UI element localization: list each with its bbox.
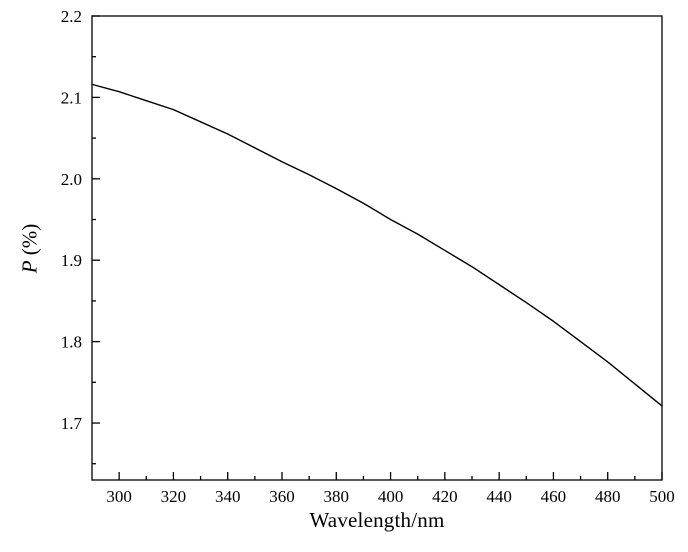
x-axis-label: Wavelength/nm xyxy=(309,508,445,532)
y-axis-label-symbol: P xyxy=(17,260,42,274)
y-tick-label: 2.0 xyxy=(61,170,82,189)
x-tick-label: 320 xyxy=(161,487,187,506)
x-tick-label: 360 xyxy=(269,487,295,506)
y-tick-label: 1.7 xyxy=(61,414,83,433)
x-tick-label: 460 xyxy=(541,487,567,506)
y-axis-label-unit: (%) xyxy=(17,223,42,261)
axis-frame xyxy=(91,15,663,481)
x-tick-label: 300 xyxy=(106,487,132,506)
x-tick-label: 480 xyxy=(595,487,621,506)
y-tick-label: 2.1 xyxy=(61,88,82,107)
y-tick-label: 1.8 xyxy=(61,333,82,352)
x-tick-label: 380 xyxy=(324,487,350,506)
x-tick-label: 420 xyxy=(432,487,458,506)
y-tick-label: 2.2 xyxy=(61,7,82,26)
axis-ticks xyxy=(92,15,663,480)
y-axis-label: P (%) xyxy=(18,17,43,481)
x-tick-label: 340 xyxy=(215,487,241,506)
x-tick-label: 500 xyxy=(649,487,675,506)
tick-labels: 300 320 340 360 380 400 420 440 460 480 500 1.7 1.8 1… xyxy=(61,7,675,506)
y-tick-label: 1.9 xyxy=(61,251,82,270)
x-tick-label: 440 xyxy=(486,487,512,506)
data-series-line xyxy=(91,83,663,407)
x-tick-label: 400 xyxy=(378,487,404,506)
